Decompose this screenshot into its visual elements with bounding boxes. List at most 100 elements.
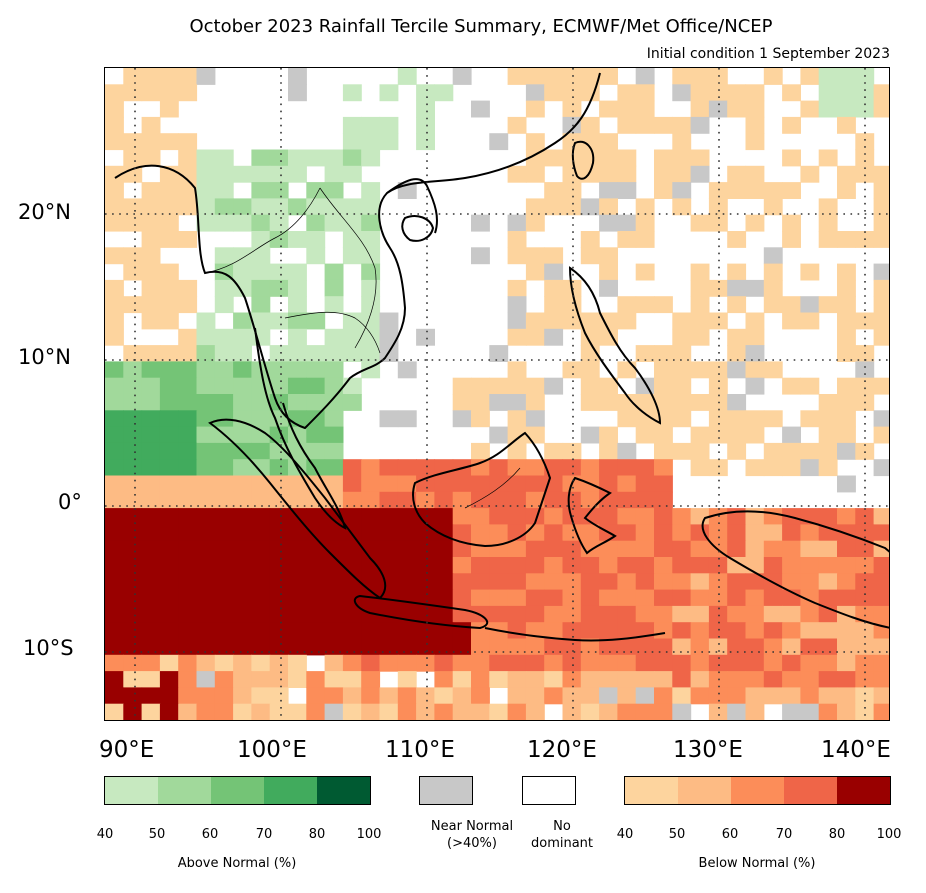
tercile-cell: [178, 279, 198, 297]
tercile-cell: [617, 165, 637, 183]
tercile-cell: [727, 654, 747, 672]
tercile-cell: [214, 377, 234, 395]
tercile-cell: [141, 557, 161, 574]
tercile-cell: [214, 671, 234, 688]
tercile-cell: [782, 557, 801, 574]
tercile-cell: [544, 573, 564, 591]
tercile-cell: [617, 491, 637, 509]
tercile-cell: [873, 557, 889, 574]
tercile-cell: [306, 703, 326, 720]
tercile-cell: [672, 703, 692, 720]
tercile-cell: [324, 149, 344, 167]
tercile-cell: [233, 475, 252, 493]
tercile-cell: [288, 149, 307, 167]
tercile-cell: [379, 524, 399, 542]
tercile-cell: [214, 296, 234, 314]
tercile-cell: [818, 687, 838, 705]
tercile-cell: [525, 540, 545, 558]
lat-label-10s: 10°S: [23, 636, 74, 660]
tercile-cell: [123, 654, 143, 672]
tercile-cell: [306, 671, 326, 688]
tercile-cell: [379, 605, 399, 623]
tercile-cell: [379, 133, 399, 151]
tercile-cell: [379, 491, 399, 509]
tercile-cell: [159, 100, 179, 118]
tercile-cell: [873, 263, 889, 281]
tercile-cell: [782, 622, 801, 640]
tercile-cell: [691, 720, 710, 721]
tercile-cell: [672, 638, 692, 656]
tercile-cell: [379, 84, 399, 102]
tercile-cell: [690, 84, 710, 102]
tercile-cell: [489, 491, 509, 509]
tercile-cell: [672, 671, 692, 688]
tercile-cell: [599, 687, 618, 705]
tercile-cell: [251, 279, 271, 297]
tercile-cell: [397, 491, 417, 509]
tercile-cell: [361, 703, 381, 720]
tercile-cell: [635, 671, 655, 688]
tercile-cell: [434, 557, 454, 574]
tercile-cell: [617, 116, 637, 134]
lon-label-100e: 100°E: [237, 737, 307, 763]
tercile-cell: [178, 165, 198, 183]
tercile-cell: [324, 654, 344, 672]
tercile-cell: [105, 198, 124, 216]
tercile-cell: [434, 508, 454, 525]
tercile-cell: [672, 198, 692, 216]
tercile-cell: [562, 589, 582, 607]
tercile-cell: [214, 345, 234, 362]
tercile-cell: [269, 214, 289, 232]
tercile-cell: [434, 491, 454, 509]
tercile-cell: [361, 638, 381, 656]
tercile-cell: [233, 573, 252, 591]
tercile-cell: [746, 720, 765, 721]
tercile-cell: [159, 459, 179, 477]
tercile-cell: [471, 100, 490, 118]
tercile-cell: [562, 133, 582, 151]
tercile-cell: [562, 442, 582, 460]
tercile-cell: [635, 84, 655, 102]
tercile-cell: [196, 540, 216, 558]
tercile-cell: [342, 573, 362, 591]
tercile-cell: [818, 638, 838, 656]
tercile-cell: [306, 524, 326, 542]
tercile-cell: [269, 654, 289, 672]
tercile-cell: [837, 377, 856, 395]
tercile-cell: [489, 654, 509, 672]
tercile-cell: [745, 410, 765, 428]
tercile-cell: [342, 328, 362, 346]
tercile-cell: [233, 671, 252, 688]
tercile-cell: [269, 491, 289, 509]
tercile-cell: [672, 573, 692, 591]
tercile-cell: [837, 328, 856, 346]
tercile-cell: [452, 654, 472, 672]
tercile-cell: [599, 165, 618, 183]
tercile-cell: [507, 654, 527, 672]
tercile-cell: [837, 703, 856, 720]
tercile-cell: [105, 459, 124, 477]
tercile-cell: [178, 328, 198, 346]
tercile-cell: [635, 654, 655, 672]
tercile-cell: [306, 687, 326, 705]
tercile-cell: [324, 426, 344, 444]
tercile-cell: [306, 638, 326, 656]
tercile-cell: [635, 231, 655, 248]
tercile-cell: [196, 654, 216, 672]
tercile-cell: [525, 328, 545, 346]
tercile-cell: [782, 687, 801, 705]
tercile-cell: [745, 540, 765, 558]
tercile-cell: [800, 720, 819, 721]
tercile-cell: [214, 279, 234, 297]
tercile-cell: [471, 687, 490, 705]
tercile-cell: [342, 345, 362, 362]
tercile-cell: [525, 263, 545, 281]
tercile-cell: [233, 214, 252, 232]
tercile-cell: [288, 328, 307, 346]
tercile-cell: [763, 410, 783, 428]
tercile-cell: [617, 149, 637, 167]
tercile-cell: [416, 133, 435, 151]
tercile-cell: [562, 703, 582, 720]
tercile-cell: [105, 279, 124, 297]
tercile-cell: [397, 524, 417, 542]
